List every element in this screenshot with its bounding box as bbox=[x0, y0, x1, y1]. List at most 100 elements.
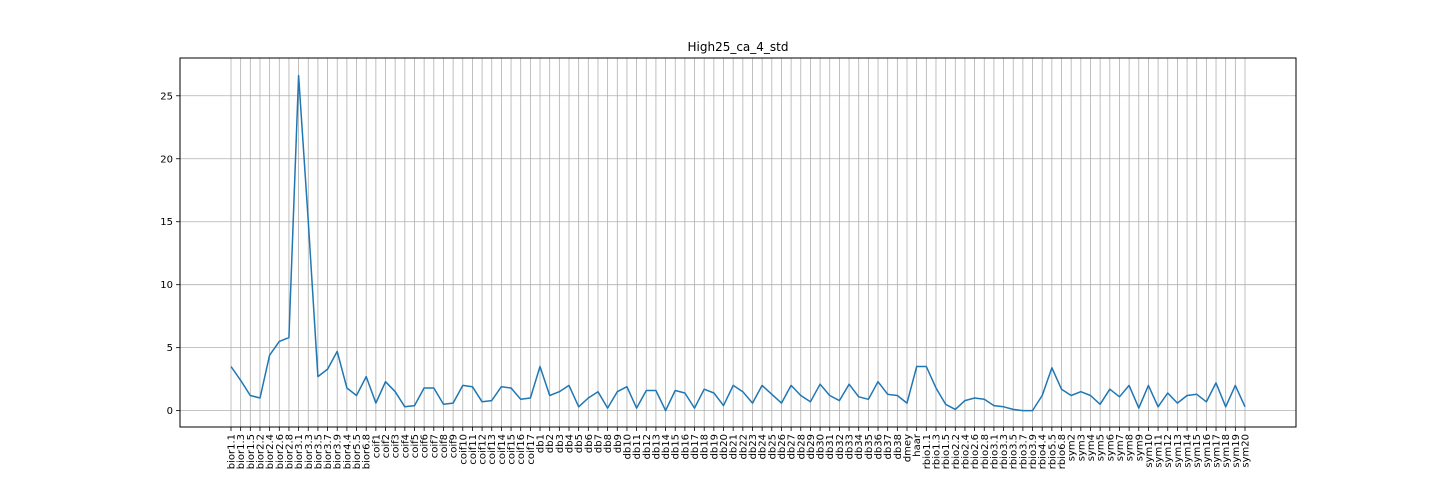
x-tick-label: sym11 bbox=[1154, 434, 1165, 468]
x-tick-label: db14 bbox=[661, 434, 672, 459]
x-tick-label: db36 bbox=[874, 434, 885, 459]
x-tick-label: bior5.5 bbox=[352, 434, 363, 469]
x-tick-label: db15 bbox=[671, 434, 682, 459]
y-tick-label: 0 bbox=[167, 406, 173, 417]
x-tick-label: db19 bbox=[709, 434, 720, 459]
x-tick-label: sym9 bbox=[1134, 434, 1145, 461]
x-tick-label: sym13 bbox=[1173, 434, 1184, 468]
x-tick-label: sym10 bbox=[1144, 434, 1155, 468]
x-tick-label: db20 bbox=[719, 434, 730, 459]
x-tick-label: sym4 bbox=[1086, 434, 1097, 461]
x-tick-label: db4 bbox=[565, 434, 576, 453]
x-tick-label: db1 bbox=[536, 434, 547, 453]
x-tick-label: bior3.7 bbox=[323, 434, 334, 469]
x-tick-label: coif13 bbox=[487, 434, 498, 465]
x-tick-label: bior1.5 bbox=[246, 434, 257, 469]
x-tick-label: sym8 bbox=[1125, 434, 1136, 461]
x-tick-label: db5 bbox=[574, 434, 585, 453]
x-tick-label: coif6 bbox=[420, 434, 431, 458]
x-tick-label: db18 bbox=[700, 434, 711, 459]
x-tick-label: db2 bbox=[545, 434, 556, 453]
x-tick-label: bior4.4 bbox=[342, 434, 353, 469]
x-tick-label: db32 bbox=[835, 434, 846, 459]
x-tick-label: bior6.8 bbox=[362, 434, 373, 469]
x-tick-label: bior3.3 bbox=[304, 434, 315, 469]
x-tick-label: db21 bbox=[729, 434, 740, 459]
plot-frame bbox=[179, 57, 1297, 428]
x-tick-label: rbio3.3 bbox=[999, 434, 1010, 469]
x-tick-label: rbio3.5 bbox=[1009, 434, 1020, 469]
x-tick-label: db23 bbox=[748, 434, 759, 459]
grid bbox=[180, 58, 1296, 427]
x-tick-label: bior3.1 bbox=[294, 434, 305, 469]
x-tick-label: dmey bbox=[903, 434, 914, 462]
x-tick-label: db6 bbox=[584, 434, 595, 453]
x-axis: bior1.1bior1.3bior1.5bior2.2bior2.4bior2… bbox=[227, 427, 1252, 469]
x-tick-label: rbio3.1 bbox=[989, 434, 1000, 469]
x-tick-label: sym18 bbox=[1221, 434, 1232, 468]
x-tick-label: coif5 bbox=[410, 434, 421, 458]
x-tick-label: coif16 bbox=[516, 434, 527, 465]
x-tick-label: coif3 bbox=[391, 434, 402, 458]
x-tick-label: bior2.6 bbox=[275, 434, 286, 469]
x-tick-label: coif17 bbox=[526, 434, 537, 465]
x-tick-label: sym15 bbox=[1192, 434, 1203, 468]
x-tick-label: bior3.9 bbox=[333, 434, 344, 469]
x-tick-label: db22 bbox=[738, 434, 749, 459]
x-tick-label: db38 bbox=[893, 434, 904, 459]
x-tick-label: coif15 bbox=[507, 434, 518, 465]
x-tick-label: coif14 bbox=[497, 434, 508, 465]
x-tick-label: rbio5.5 bbox=[1047, 434, 1058, 469]
x-tick-label: db27 bbox=[787, 434, 798, 459]
x-tick-label: sym17 bbox=[1212, 434, 1223, 468]
x-tick-label: db30 bbox=[816, 434, 827, 459]
x-tick-label: rbio3.7 bbox=[1018, 434, 1029, 469]
x-tick-label: bior1.1 bbox=[227, 434, 238, 469]
x-tick-label: sym14 bbox=[1183, 434, 1194, 468]
x-tick-label: sym16 bbox=[1202, 434, 1213, 468]
x-tick-label: db9 bbox=[613, 434, 624, 453]
x-tick-label: rbio2.4 bbox=[960, 434, 971, 469]
y-tick-label: 15 bbox=[160, 217, 173, 228]
series-line bbox=[230, 74, 1246, 412]
x-tick-label: coif2 bbox=[381, 434, 392, 458]
x-tick-label: rbio3.9 bbox=[1028, 434, 1039, 469]
x-tick-label: coif11 bbox=[468, 434, 479, 465]
x-tick-label: db29 bbox=[806, 434, 817, 459]
y-tick-label: 25 bbox=[160, 91, 173, 102]
y-tick-label: 20 bbox=[160, 154, 173, 165]
x-tick-label: haar bbox=[912, 433, 923, 457]
x-tick-label: db24 bbox=[758, 434, 769, 459]
x-tick-label: db34 bbox=[854, 434, 865, 459]
x-tick-label: db33 bbox=[845, 434, 856, 459]
x-tick-label: db17 bbox=[690, 434, 701, 459]
series-layer bbox=[230, 74, 1246, 412]
x-tick-label: sym2 bbox=[1067, 434, 1078, 461]
x-tick-label: db28 bbox=[796, 434, 807, 459]
x-tick-label: db26 bbox=[777, 434, 788, 459]
x-tick-label: bior1.3 bbox=[236, 434, 247, 469]
x-tick-label: coif4 bbox=[400, 434, 411, 458]
x-tick-label: sym12 bbox=[1163, 434, 1174, 468]
x-tick-label: db31 bbox=[825, 434, 836, 459]
x-tick-label: rbio6.8 bbox=[1057, 434, 1068, 469]
x-tick-label: sym5 bbox=[1096, 434, 1107, 461]
x-tick-label: db13 bbox=[651, 434, 662, 459]
x-tick-label: rbio2.2 bbox=[951, 434, 962, 469]
x-tick-label: db16 bbox=[680, 434, 691, 459]
x-tick-label: db35 bbox=[864, 434, 875, 459]
x-tick-label: coif8 bbox=[439, 434, 450, 458]
x-tick-label: coif12 bbox=[478, 434, 489, 465]
x-tick-label: bior2.2 bbox=[255, 434, 266, 469]
x-tick-label: sym3 bbox=[1076, 434, 1087, 461]
x-tick-label: rbio1.5 bbox=[941, 434, 952, 469]
x-tick-label: coif7 bbox=[429, 434, 440, 458]
x-tick-label: sym19 bbox=[1231, 434, 1242, 468]
x-tick-label: sym20 bbox=[1241, 434, 1252, 468]
x-tick-label: db10 bbox=[622, 434, 633, 459]
x-tick-label: coif9 bbox=[449, 434, 460, 458]
x-tick-label: coif10 bbox=[458, 434, 469, 465]
x-tick-label: rbio4.4 bbox=[1038, 434, 1049, 469]
x-tick-label: bior3.5 bbox=[313, 434, 324, 469]
